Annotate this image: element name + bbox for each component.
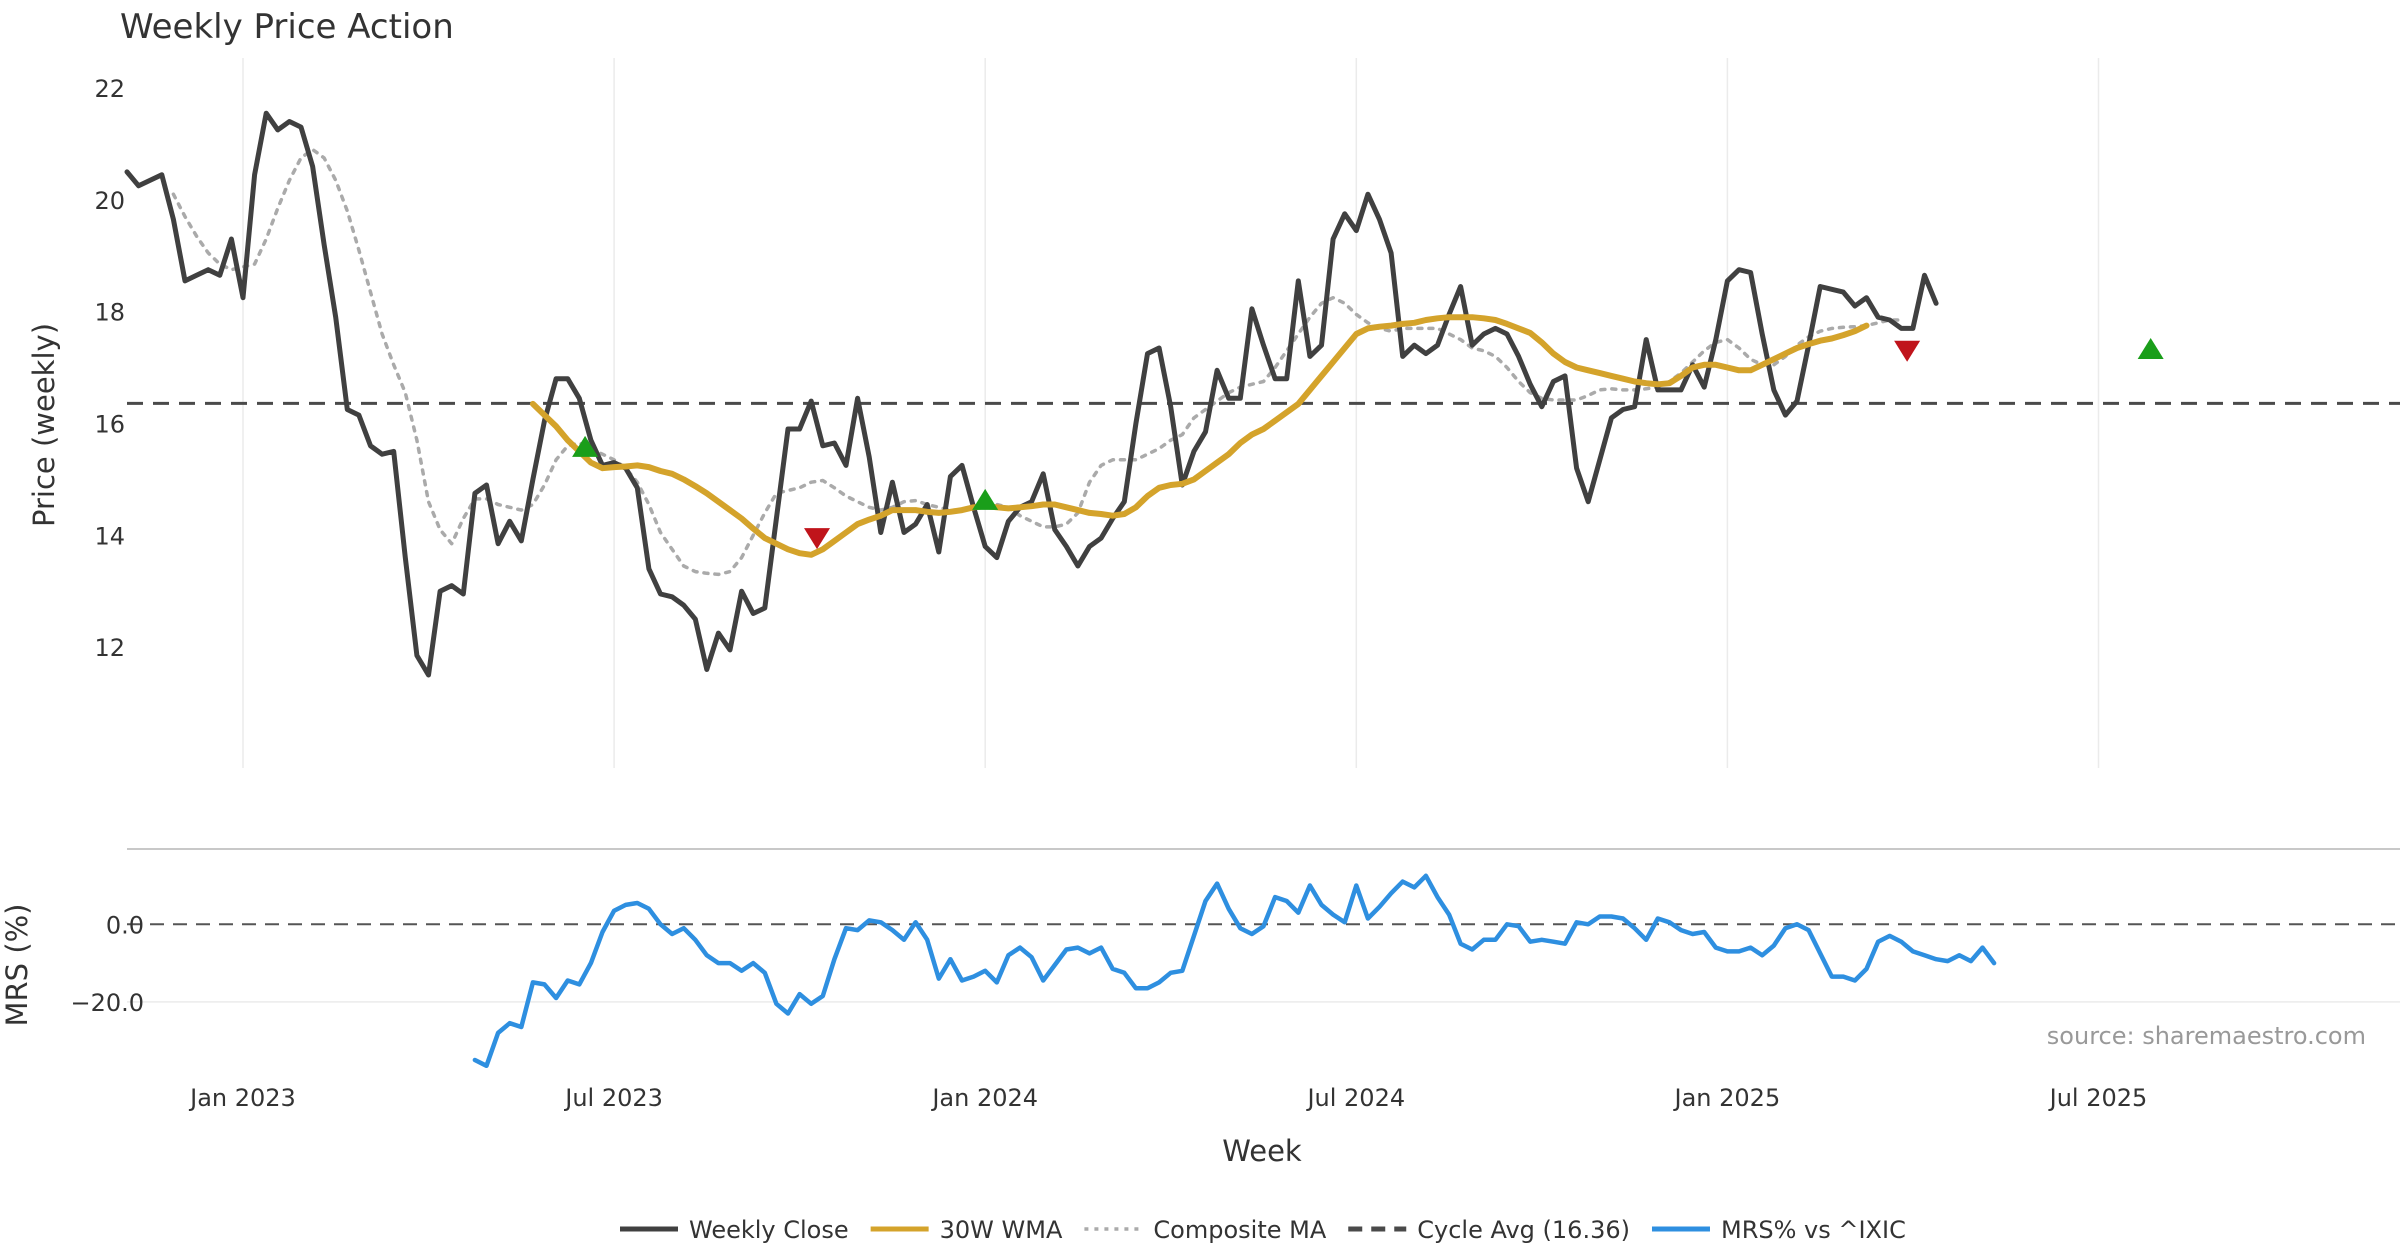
price-y-tick: 20 bbox=[94, 187, 125, 215]
mrs-gridlines bbox=[127, 923, 2400, 1003]
price-y-tick: 14 bbox=[94, 522, 125, 550]
price-y-tick: 12 bbox=[94, 634, 125, 662]
price-gridlines bbox=[242, 58, 2100, 768]
price-y-tick-labels: 12 14 16 18 20 22 bbox=[94, 75, 125, 662]
price-series-lines bbox=[124, 110, 1939, 678]
signal-markers bbox=[572, 337, 2164, 550]
x-tick-label: Jul 2025 bbox=[2048, 1084, 2148, 1112]
x-tick-labels: Jan 2023 Jul 2023 Jan 2024 Jul 2024 Jan 2025… bbox=[188, 1084, 2147, 1112]
source-label: source: sharemaestro.com bbox=[2047, 1022, 2366, 1050]
legend-label: Cycle Avg (16.36) bbox=[1417, 1216, 1630, 1244]
x-tick-label: Jul 2024 bbox=[1305, 1084, 1405, 1112]
x-tick-label: Jul 2023 bbox=[563, 1084, 663, 1112]
legend-label: Composite MA bbox=[1153, 1216, 1326, 1244]
x-tick-label: Jan 2023 bbox=[188, 1084, 296, 1112]
sell-signal-marker bbox=[804, 528, 831, 550]
series-30w-wma bbox=[529, 314, 1870, 558]
buy-signal-marker bbox=[2137, 337, 2164, 359]
x-tick-label: Jan 2024 bbox=[930, 1084, 1038, 1112]
x-tick-label: Jan 2025 bbox=[1673, 1084, 1781, 1112]
legend-label: Weekly Close bbox=[689, 1216, 849, 1244]
series-composite-ma bbox=[171, 147, 1904, 577]
mrs-y-tick: −20.0 bbox=[70, 989, 144, 1017]
buy-signal-marker bbox=[972, 488, 999, 510]
chart-title: Weekly Price Action bbox=[120, 7, 454, 47]
series-weekly-close bbox=[124, 110, 1939, 678]
legend-label: MRS% vs ^IXIC bbox=[1721, 1216, 1906, 1244]
price-y-tick: 16 bbox=[94, 410, 125, 438]
mrs-y-axis-title: MRS (%) bbox=[0, 904, 34, 1027]
buy-signal-marker bbox=[572, 435, 599, 457]
price-y-tick: 18 bbox=[94, 299, 125, 327]
price-y-axis-title: Price (weekly) bbox=[27, 323, 61, 527]
legend: Weekly Close 30W WMA Composite MA Cycle Avg… bbox=[620, 1216, 1906, 1244]
price-y-tick: 22 bbox=[94, 75, 125, 103]
series-mrs bbox=[472, 873, 1997, 1069]
mrs-series-line bbox=[472, 873, 1997, 1069]
mrs-y-tick-labels: 0.0 −20.0 bbox=[70, 911, 144, 1017]
x-axis-title: Week bbox=[1222, 1134, 1302, 1168]
sell-signal-marker bbox=[1894, 340, 1921, 362]
legend-label: 30W WMA bbox=[940, 1216, 1063, 1244]
mrs-y-tick: 0.0 bbox=[106, 911, 144, 939]
